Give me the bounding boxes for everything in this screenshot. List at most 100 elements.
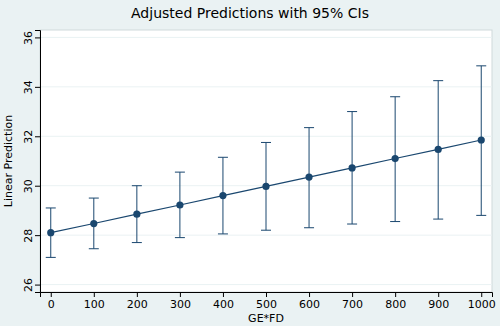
error-bar — [347, 112, 357, 224]
error-bar-cap — [89, 248, 99, 249]
tick-label: 1000 — [468, 298, 496, 311]
background — [0, 0, 500, 326]
tick-mark — [35, 136, 40, 137]
marker — [133, 211, 140, 218]
error-bar-cap — [132, 242, 142, 243]
tick-mark — [35, 87, 40, 88]
error-bar — [175, 172, 185, 238]
tick-mark — [94, 292, 95, 297]
tick: 28 — [22, 229, 40, 243]
axis-line — [41, 293, 493, 298]
error-bar-cap — [175, 237, 185, 238]
marker — [90, 220, 97, 227]
tick: 500 — [256, 292, 277, 311]
tick: 700 — [342, 292, 363, 311]
error-bar-cap — [433, 80, 443, 81]
grid-line — [40, 37, 492, 38]
marker — [392, 155, 399, 162]
x-axis: 0 100 200 300 400 500 600 700 800 900 1000 — [41, 292, 496, 311]
tick-mark — [35, 37, 40, 38]
tick-label: 800 — [385, 298, 406, 311]
error-bar-cap — [347, 224, 357, 225]
tick-label: 30 — [22, 179, 35, 193]
error-bar-cap — [175, 172, 185, 173]
tick: 0 — [48, 292, 55, 311]
tick-label: 300 — [170, 298, 191, 311]
tick: 36 — [22, 31, 40, 45]
tick-label: 100 — [84, 298, 105, 311]
error-bar-cap — [390, 96, 400, 97]
y-axis: 26 28 30 32 34 36 — [22, 31, 41, 293]
tick-label: 34 — [22, 80, 35, 94]
tick-label: 900 — [428, 298, 449, 311]
tick-mark — [395, 292, 396, 297]
tick-label: 500 — [256, 298, 277, 311]
tick-mark — [481, 292, 482, 297]
error-bar-cap — [261, 230, 271, 231]
marker — [47, 229, 54, 236]
plot-frame — [40, 30, 492, 292]
tick-label: 200 — [127, 298, 148, 311]
error-bar-cap — [46, 207, 56, 208]
grid-line — [40, 235, 492, 236]
tick: 1000 — [468, 292, 496, 311]
error-bar — [433, 81, 443, 219]
tick: 800 — [385, 292, 406, 311]
tick-label: 36 — [22, 31, 35, 45]
error-bar-cap — [261, 142, 271, 143]
error-bar — [261, 142, 271, 230]
tick: 34 — [22, 80, 40, 94]
tick-label: 26 — [22, 278, 35, 292]
error-bar-cap — [218, 233, 228, 234]
tick-mark — [35, 186, 40, 187]
error-bar-cap — [46, 257, 56, 258]
tick: 30 — [22, 179, 40, 193]
error-bar-cap — [347, 111, 357, 112]
grid-line — [40, 86, 492, 87]
error-bar — [46, 208, 56, 257]
marker — [262, 183, 269, 190]
tick: 100 — [84, 292, 105, 311]
tick-label: 700 — [342, 298, 363, 311]
tick-label: 28 — [22, 229, 35, 243]
tick-mark — [35, 285, 40, 286]
tick: 900 — [428, 292, 449, 311]
tick: 200 — [127, 292, 148, 311]
line — [51, 140, 481, 233]
grid-line — [40, 284, 492, 285]
marker — [219, 192, 226, 199]
error-bar — [89, 198, 99, 249]
tick-label: 0 — [48, 298, 55, 311]
marker — [478, 136, 485, 143]
error-bar-cap — [132, 185, 142, 186]
tick-label: 32 — [22, 130, 35, 144]
tick: 400 — [213, 292, 234, 311]
marks — [46, 66, 486, 258]
grid — [40, 37, 492, 284]
tick-mark — [223, 292, 224, 297]
x-axis-label: GE*FD — [248, 312, 284, 325]
plot: 0 100 200 300 400 500 600 700 800 900 1000 26 28 30 32… — [22, 30, 496, 311]
grid-line — [40, 136, 492, 137]
tick-mark — [438, 292, 439, 297]
y-axis-label: Linear Prediction — [2, 115, 15, 207]
error-bar-cap — [433, 219, 443, 220]
tick-mark — [137, 292, 138, 297]
marker — [435, 146, 442, 153]
tick-mark — [266, 292, 267, 297]
error-bar-cap — [89, 198, 99, 199]
marker — [348, 164, 355, 171]
tick-mark — [35, 235, 40, 236]
tick-mark — [180, 292, 181, 297]
tick: 600 — [299, 292, 320, 311]
chart: 0 100 200 300 400 500 600 700 800 900 1000 26 28 30 32… — [0, 0, 500, 326]
error-bar — [476, 66, 486, 216]
error-bar-cap — [476, 215, 486, 216]
tick: 300 — [170, 292, 191, 311]
error-bar — [304, 128, 314, 228]
error-bar-cap — [218, 157, 228, 158]
axis-line — [35, 31, 41, 293]
tick-mark — [309, 292, 310, 297]
error-bar — [390, 97, 400, 222]
error-bar — [132, 186, 142, 243]
